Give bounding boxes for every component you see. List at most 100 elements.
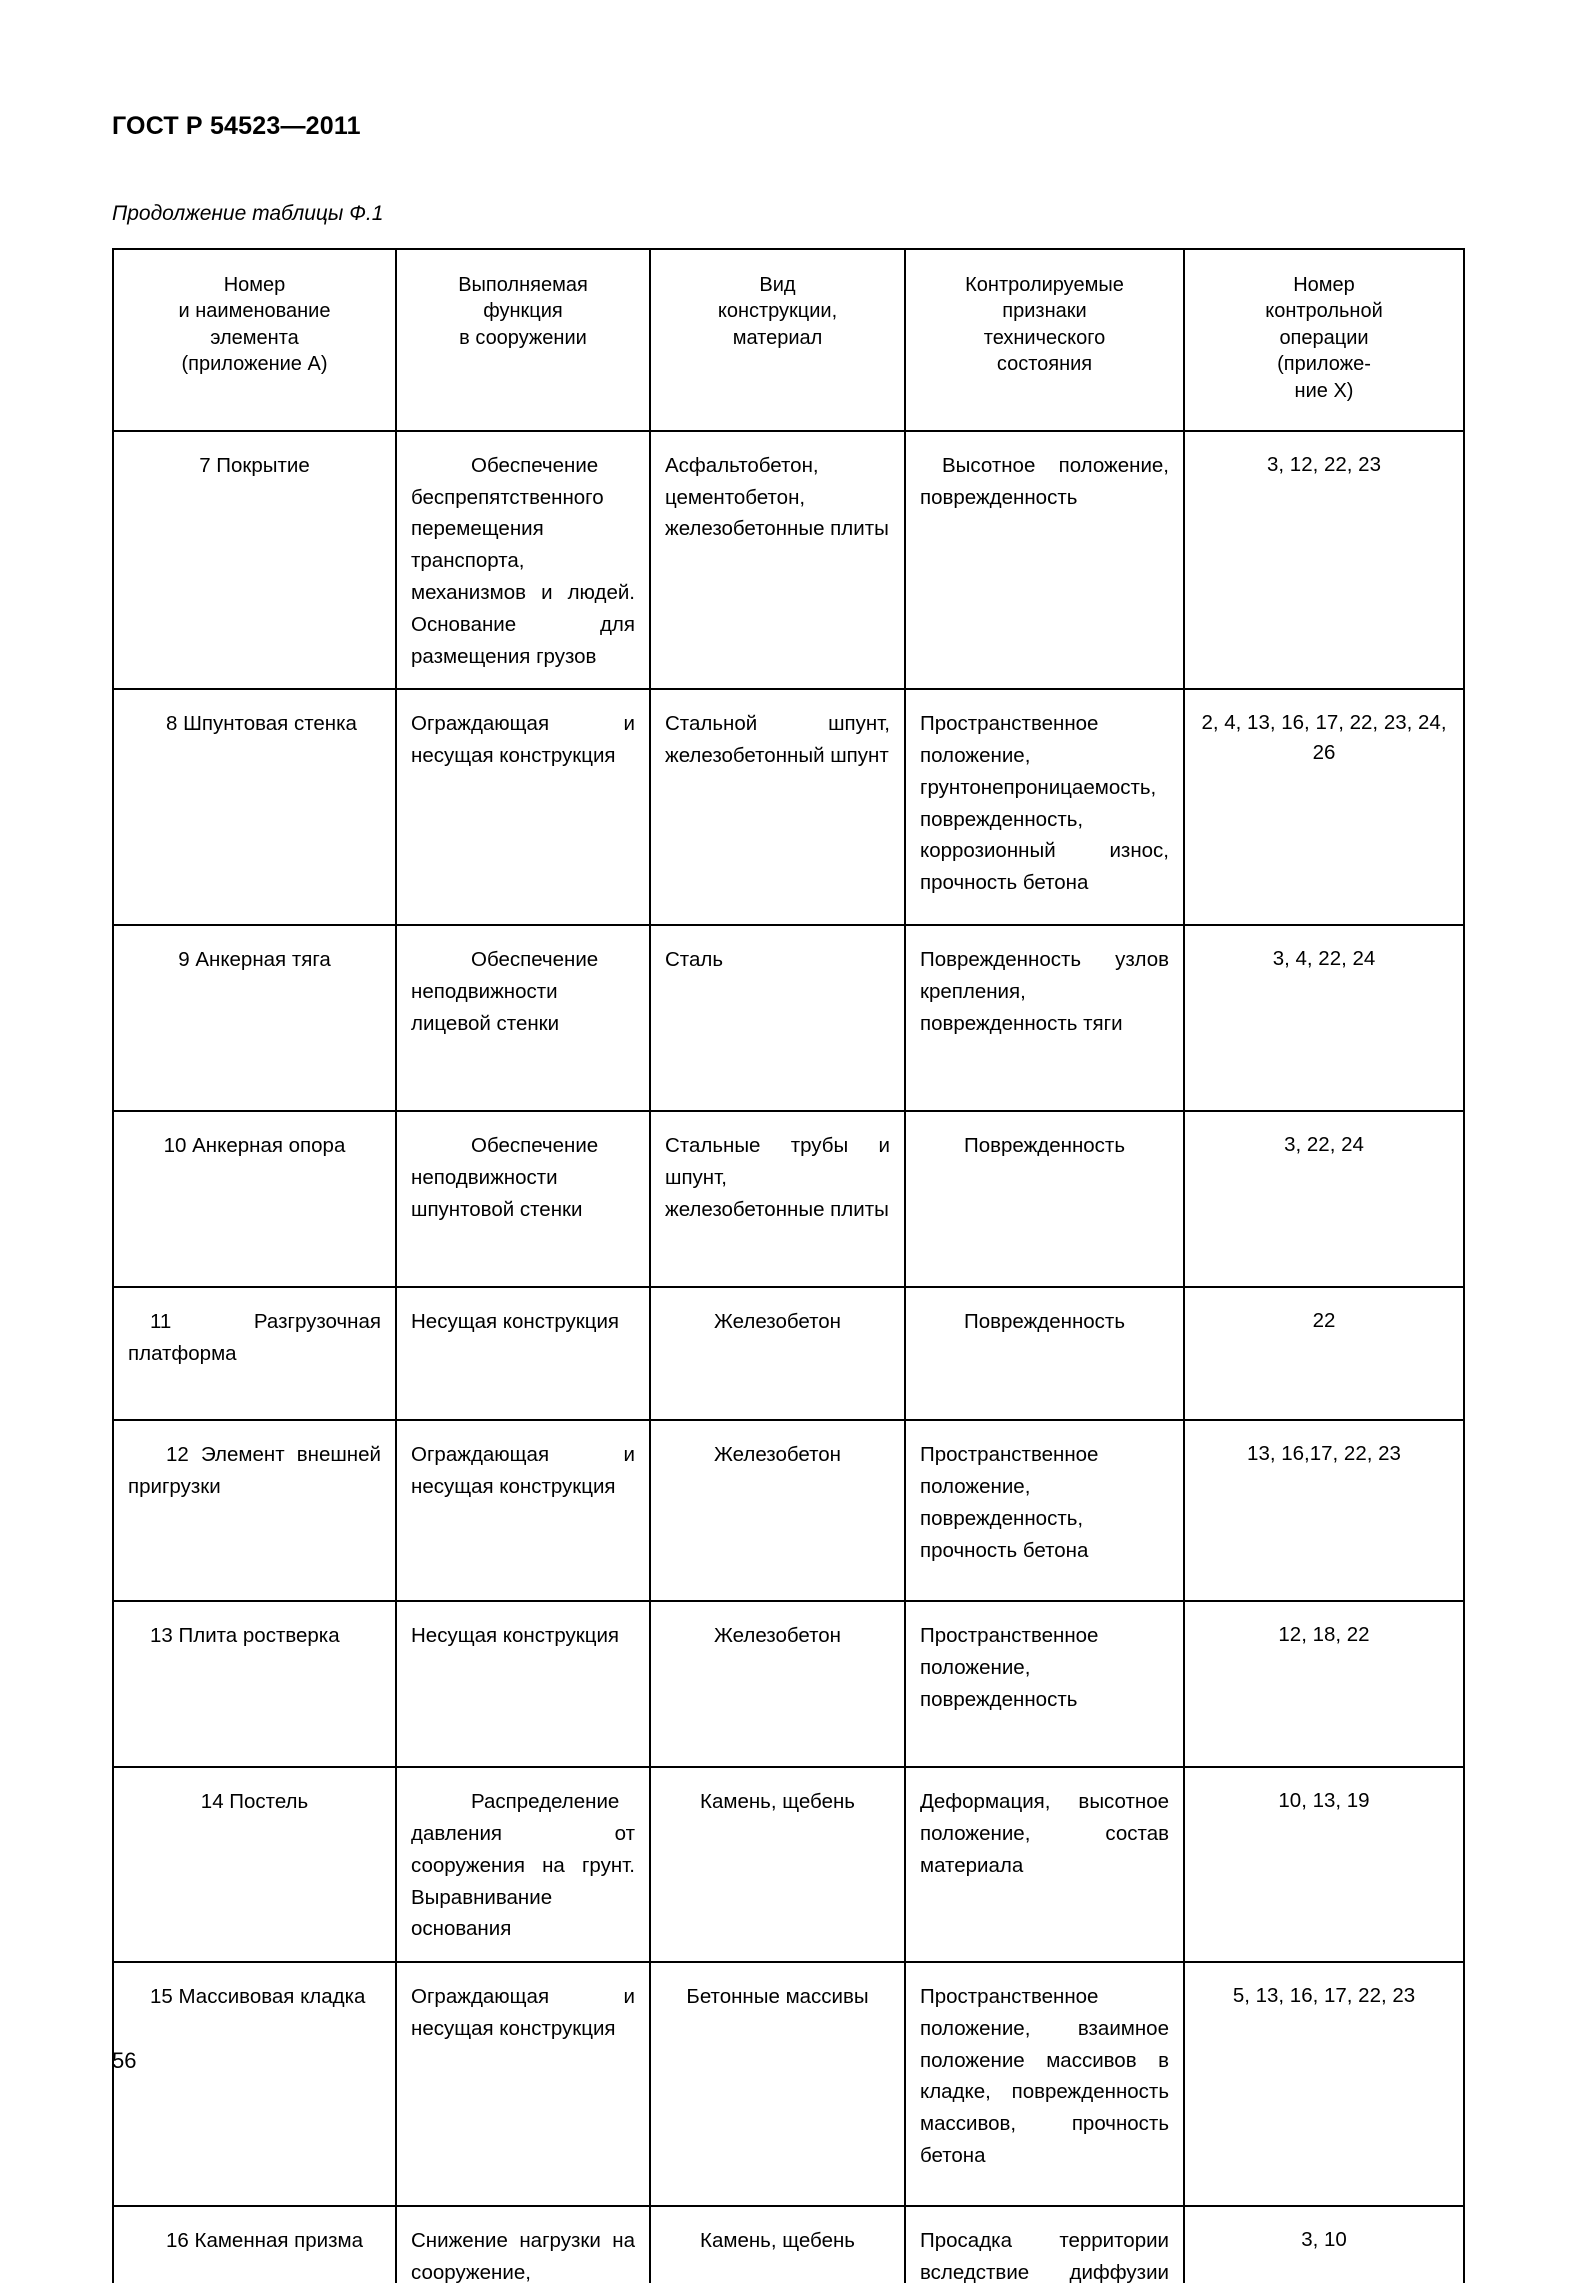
- cell-element: 12 Элемент внешней пригрузки: [112, 1419, 397, 1603]
- cell-construction: Железобетон: [649, 1419, 906, 1603]
- cell-construction: Стальные трубы и шпунт, железобетонные п…: [649, 1110, 906, 1289]
- cell-element-text: 8 Шпунтовая стенка: [166, 712, 357, 736]
- cell-construction: Стальной шпунт, железобетонный шпунт: [649, 688, 906, 927]
- cell-element: 14 Постель: [112, 1766, 397, 1964]
- cell-construction-text: Сталь: [665, 948, 724, 972]
- cell-operations-text: 5, 13, 16, 17, 22, 23: [1232, 1984, 1416, 2008]
- cell-construction-text: Бетонные массивы: [686, 1985, 869, 2009]
- cell-function-text: Ограждающая и несущая конструкция: [411, 1985, 635, 2040]
- header-line: ние Х): [1294, 379, 1354, 402]
- cell-element: 15 Массивовая кладка: [112, 1961, 397, 2208]
- cell-features-text: Пространственное положение, поврежденнос…: [920, 1443, 1099, 1562]
- table-row: 14 Постель Распределение давления от соор…: [112, 1766, 1465, 1964]
- cell-construction-text: Стальной шпунт, железобетонный шпунт: [665, 712, 890, 768]
- cell-features: Пространственное положение, взаимное пол…: [904, 1961, 1185, 2208]
- cell-construction: Железобетон: [649, 1286, 906, 1422]
- cell-operations-text: 13, 16,17, 22, 23: [1247, 1442, 1401, 1466]
- header-line: Контролируемые: [965, 274, 1124, 296]
- header-line: в сооружении: [459, 326, 587, 349]
- header-line: контрольной: [1265, 300, 1383, 323]
- cell-function: Снижение нагрузки на сооружение, обеспеч…: [395, 2205, 651, 2283]
- column-header-element: Номер и наименование элемента (приложени…: [112, 248, 397, 432]
- cell-features-text: Просадка территории вследствие диффузии …: [920, 2229, 1169, 2283]
- column-header-operations: Номер контрольной операции (приложе- ние…: [1183, 248, 1465, 432]
- header-line: Вид: [759, 274, 796, 296]
- cell-features-text: Пространственное положение, поврежденнос…: [920, 1624, 1099, 1711]
- cell-element: 13 Плита ростверка: [112, 1600, 397, 1769]
- header-line: (приложе-: [1277, 353, 1371, 376]
- header-line: признаки: [1002, 300, 1087, 323]
- table-header: Номер и наименование элемента (приложени…: [112, 248, 1465, 432]
- cell-function-text: Распределение давления от сооружения на …: [411, 1790, 635, 1941]
- cell-function: Ограждающая и несущая конструкция: [395, 1419, 651, 1603]
- column-header-function: Выполняемая функция в сооружении: [395, 248, 651, 432]
- cell-features: Просадка территории вследствие диффузии …: [904, 2205, 1185, 2283]
- cell-operations: 3, 4, 22, 24: [1183, 924, 1465, 1113]
- cell-operations-text: 3, 10: [1301, 2228, 1347, 2252]
- cell-element-text: 16 Каменная призма: [166, 2229, 364, 2253]
- cell-element-text: 14 Постель: [200, 1790, 309, 1814]
- table-body: 7 Покрытие Обеспечение беспрепятственного…: [112, 429, 1465, 2283]
- table-row: 8 Шпунтовая стенка Ограждающая и несущая …: [112, 688, 1465, 927]
- page-number: 56: [112, 2048, 137, 2073]
- cell-function-text: Ограждающая и несущая конструкция: [411, 712, 635, 768]
- cell-operations: 22: [1183, 1286, 1465, 1422]
- cell-construction: Асфальтобетон, цементобетон, железобетон…: [649, 429, 906, 691]
- cell-function: Несущая конструкция: [395, 1286, 651, 1422]
- cell-function-text: Обеспечение беспрепятственного перемещен…: [411, 453, 635, 668]
- cell-operations: 10, 13, 19: [1183, 1766, 1465, 1964]
- cell-operations: 3, 22, 24: [1183, 1110, 1465, 1289]
- standard-number-header: ГОСТ Р 54523—2011: [112, 112, 361, 140]
- cell-construction: Сталь: [649, 924, 906, 1113]
- table-row: 10 Анкерная опора Обеспечение неподвижнос…: [112, 1110, 1465, 1289]
- cell-element: 9 Анкерная тяга: [112, 924, 397, 1113]
- cell-function: Ограждающая и несущая конструкция: [395, 1961, 651, 2208]
- cell-element-text: 10 Анкерная опора: [163, 1134, 346, 1158]
- cell-function-text: Обеспечение неподвижности шпунтовой стен…: [411, 1134, 599, 1221]
- cell-features: Пространственное положение, поврежденнос…: [904, 1600, 1185, 1769]
- cell-features-text: Деформация, высотное положение, состав м…: [920, 1790, 1169, 1877]
- header-line: операции: [1279, 326, 1369, 349]
- cell-operations: 13, 16,17, 22, 23: [1183, 1419, 1465, 1603]
- cell-operations-text: 12, 18, 22: [1278, 1623, 1370, 1647]
- column-header-features: Контролируемые признаки технического сос…: [904, 248, 1185, 432]
- cell-operations: 2, 4, 13, 16, 17, 22, 23, 24, 26: [1183, 688, 1465, 927]
- cell-features-text: Пространственное положение, грунтонепрон…: [920, 712, 1169, 895]
- cell-construction-text: Камень, щебень: [700, 2229, 855, 2253]
- header-line: Номер: [223, 274, 286, 296]
- header-line: элемента: [210, 326, 299, 349]
- cell-construction-text: Асфальтобетон, цементобетон, железобетон…: [665, 453, 889, 541]
- cell-features: Высотное положение, поврежденность: [904, 429, 1185, 691]
- cell-element-text: 9 Анкерная тяга: [178, 948, 331, 972]
- header-line: и наименование: [178, 300, 331, 323]
- table-header-row: Номер и наименование элемента (приложени…: [112, 248, 1465, 432]
- column-header-construction: Вид конструкции, материал: [649, 248, 906, 432]
- table-row: 16 Каменная призма Снижение нагрузки на с…: [112, 2205, 1465, 2283]
- cell-construction-text: Стальные трубы и шпунт, железобетонные п…: [665, 1134, 890, 1221]
- element-control-table: Номер и наименование элемента (приложени…: [112, 248, 1465, 2283]
- cell-operations-text: 3, 22, 24: [1284, 1133, 1364, 1157]
- header-line: Выполняемая: [458, 274, 588, 296]
- cell-element-text: 11 Разгрузочная платформа: [128, 1310, 381, 1366]
- cell-function: Обеспечение беспрепятственного перемещен…: [395, 429, 651, 691]
- cell-features-text: Поврежденность: [963, 1134, 1126, 1158]
- cell-element: 7 Покрытие: [112, 429, 397, 691]
- cell-features-text: Поврежденность: [963, 1310, 1126, 1334]
- cell-construction-text: Железобетон: [714, 1310, 841, 1334]
- table-row: 11 Разгрузочная платформа Несущая констру…: [112, 1286, 1465, 1422]
- cell-function-text: Несущая конструкция: [411, 1310, 620, 1334]
- cell-operations-text: 3, 12, 22, 23: [1267, 452, 1381, 476]
- cell-operations-text: 10, 13, 19: [1278, 1789, 1370, 1813]
- table-row: 7 Покрытие Обеспечение беспрепятственного…: [112, 429, 1465, 691]
- cell-features: Деформация, высотное положение, состав м…: [904, 1766, 1185, 1964]
- cell-features: Поврежденность: [904, 1286, 1185, 1422]
- cell-element-text: 13 Плита ростверка: [150, 1624, 340, 1648]
- cell-construction-text: Железобетон: [714, 1624, 841, 1648]
- header-line: материал: [732, 326, 823, 349]
- cell-operations: 3, 12, 22, 23: [1183, 429, 1465, 691]
- cell-operations: 12, 18, 22: [1183, 1600, 1465, 1769]
- cell-construction: Камень, щебень: [649, 2205, 906, 2283]
- cell-element: 10 Анкерная опора: [112, 1110, 397, 1289]
- cell-features: Поврежденность: [904, 1110, 1185, 1289]
